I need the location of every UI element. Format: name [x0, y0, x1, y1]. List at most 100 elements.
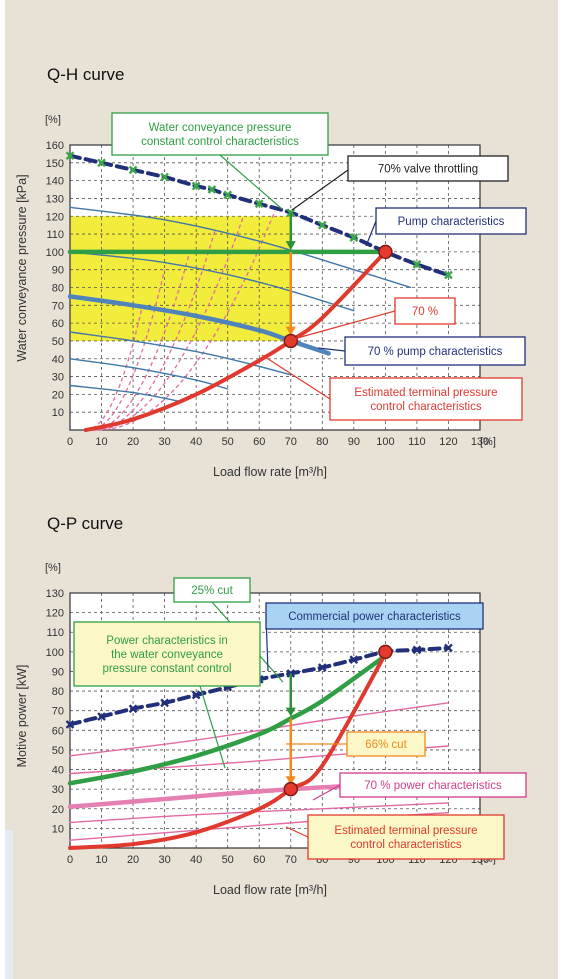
qh-annotation-pointer [291, 169, 349, 211]
qh-grid [70, 145, 480, 430]
qh-pink-dashed-curve [95, 230, 216, 431]
qh-series-marker [349, 233, 359, 242]
qh-x-tick-label: 10 [95, 436, 107, 448]
qh-annotation-text: 70 % [412, 306, 438, 318]
qp-y-tick-label: 30 [52, 784, 64, 796]
qp-arrow-head [285, 707, 296, 717]
qh-annotation-text: 70 % pump characteristics [368, 346, 503, 358]
qp-series-marker [65, 720, 75, 729]
qp-series-pink-thin [69, 702, 450, 757]
qh-x-tick-label: 40 [190, 436, 202, 448]
qp-annotation-text: Power characteristics in [106, 635, 227, 647]
qh-y-unit: [%] [45, 114, 61, 126]
qp-y-tick-label: 10 [52, 823, 64, 835]
qh-chart-title: Q-H curve [47, 65, 124, 84]
qh-series-marker [97, 158, 106, 168]
qp-series-pink-thin [69, 802, 450, 824]
qp-annotation-text: Commercial power characteristics [288, 611, 461, 623]
qh-y-tick-label: 70 [52, 300, 64, 312]
qp-x-tick-label: 40 [190, 854, 202, 866]
qp-x-tick-label: 20 [127, 854, 139, 866]
qp-chart-title: Q-P curve [47, 514, 123, 533]
qh-y-tick-label: 120 [46, 211, 64, 223]
qh-x-tick-label: 120 [439, 436, 457, 448]
qp-annotation-text: Estimated terminal pressure [334, 825, 477, 837]
qh-chart: Q-H curve [%] [%] Load flow rate [m³/h] … [15, 65, 527, 479]
qh-series-marker [223, 190, 233, 200]
qp-y-tick-label: 100 [46, 647, 64, 659]
qh-y-tick-label: 140 [46, 176, 64, 188]
qh-x-tick-label: 100 [376, 436, 394, 448]
qh-y-axis-label: Water conveyance pressure [kPa] [15, 174, 29, 361]
qh-arrow-head [285, 326, 296, 336]
qh-series-marker [65, 151, 75, 161]
qp-annotation-text: the water conveyance [111, 649, 223, 661]
qh-y-tick-label: 110 [46, 229, 64, 241]
qh-series-blue-thin [69, 251, 355, 312]
qp-operating-point [378, 644, 393, 660]
qh-x-tick-label: 30 [158, 436, 170, 448]
qp-annotation-text: pressure constant control [102, 663, 231, 675]
qh-annotation-pointer [365, 220, 377, 247]
qp-annotation-box [339, 772, 527, 798]
qp-series-estimated-terminal-pressure-control-characteristics [68, 651, 388, 850]
qh-annotation-pointer [289, 310, 396, 341]
qh-x-tick-label: 90 [348, 436, 360, 448]
qp-annotation-text: 66% cut [365, 739, 407, 751]
qp-y-tick-label: 80 [52, 686, 64, 698]
qp-series-marker [160, 698, 169, 708]
qh-pink-dashed-curve [98, 210, 276, 431]
qp-x-tick-label: 10 [95, 854, 107, 866]
qp-annotation-text: 70 % power characteristics [364, 780, 502, 792]
qh-y-tick-label: 30 [52, 372, 64, 384]
qp-series-marker [444, 643, 453, 653]
qh-x-axis-label: Load flow rate [m³/h] [213, 465, 327, 479]
qp-series-marker [317, 663, 327, 672]
qp-annotation-box [173, 577, 251, 603]
qh-y-tick-label: 80 [52, 283, 64, 295]
qp-series-marker [349, 655, 359, 665]
qh-annotation-pointer [219, 154, 283, 210]
qp-series-marker [286, 669, 296, 678]
qh-series-marker [254, 199, 264, 209]
qh-y-tick-label: 50 [52, 336, 64, 348]
qp-x-axis-label: Load flow rate [m³/h] [213, 883, 327, 897]
qp-y-tick-label: 110 [46, 627, 64, 639]
qp-annotation-box [307, 814, 505, 860]
qp-x-tick-label: 0 [67, 854, 73, 866]
qp-series-marker [97, 712, 106, 721]
qp-y-unit: [%] [45, 562, 61, 574]
qp-y-tick-label: 20 [52, 804, 64, 816]
qh-annotation-text: constant control characteristics [141, 136, 299, 148]
qp-chart: Q-P curve [%] [%] Load flow rate [m³/h] … [15, 514, 527, 897]
qh-x-tick-label: 80 [316, 436, 328, 448]
qh-y-tick-label: 100 [46, 247, 64, 259]
qh-x-tick-label: 70 [285, 436, 297, 448]
qp-series-power-characteristics-in-the-water-conveyance-pressure-constant-control [67, 653, 388, 786]
qh-series-marker [317, 220, 327, 230]
qh-arrow-head [285, 241, 296, 251]
qh-x-unit: [%] [480, 436, 496, 448]
qh-x-tick-label: 130 [471, 436, 489, 448]
qp-y-tick-label: 130 [46, 588, 64, 600]
qh-y-tick-label: 150 [46, 158, 64, 170]
qh-annotation-box [329, 377, 523, 421]
qh-shaded-region [70, 216, 291, 341]
qp-series-marker [128, 704, 138, 714]
qh-x-tick-label: 0 [67, 436, 73, 448]
qh-x-tick-label: 20 [127, 436, 139, 448]
qh-x-tick-label: 50 [222, 436, 234, 448]
qp-x-tick-label: 50 [222, 854, 234, 866]
qh-annotation-text: Estimated terminal pressure [354, 387, 497, 399]
qh-y-tick-label: 90 [52, 265, 64, 277]
qh-pink-dashed-curve [88, 269, 166, 431]
qh-operating-point [378, 244, 393, 260]
qh-y-tick-label: 130 [46, 193, 64, 205]
qp-annotation-box [346, 731, 426, 757]
qp-annotation-pointer [199, 685, 226, 769]
qh-series-blue-thin [69, 331, 292, 376]
qh-x-tick-label: 110 [408, 436, 426, 448]
qh-series-estimated-terminal-pressure-control-characteristics [83, 249, 388, 432]
qp-annotation-text: 25% cut [191, 585, 233, 597]
qh-annotation-text: 70% valve throttling [378, 164, 478, 176]
